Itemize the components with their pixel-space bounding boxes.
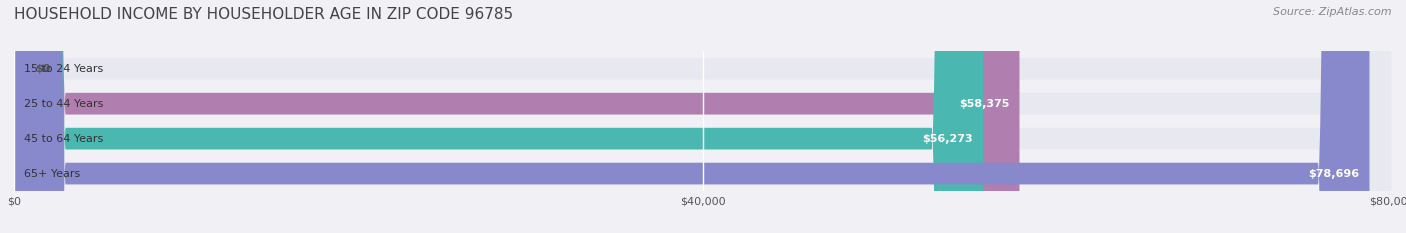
FancyBboxPatch shape <box>14 0 1392 233</box>
Text: 25 to 44 Years: 25 to 44 Years <box>24 99 104 109</box>
Text: $78,696: $78,696 <box>1308 169 1360 178</box>
Text: $56,273: $56,273 <box>922 134 973 144</box>
FancyBboxPatch shape <box>14 0 983 233</box>
Text: HOUSEHOLD INCOME BY HOUSEHOLDER AGE IN ZIP CODE 96785: HOUSEHOLD INCOME BY HOUSEHOLDER AGE IN Z… <box>14 7 513 22</box>
Text: 65+ Years: 65+ Years <box>24 169 80 178</box>
FancyBboxPatch shape <box>14 0 1392 233</box>
Text: 15 to 24 Years: 15 to 24 Years <box>24 64 104 74</box>
Text: $58,375: $58,375 <box>959 99 1010 109</box>
Text: $0: $0 <box>35 64 51 74</box>
FancyBboxPatch shape <box>14 0 1392 233</box>
Text: Source: ZipAtlas.com: Source: ZipAtlas.com <box>1274 7 1392 17</box>
FancyBboxPatch shape <box>14 0 1369 233</box>
FancyBboxPatch shape <box>14 0 1392 233</box>
FancyBboxPatch shape <box>14 0 1019 233</box>
Text: 45 to 64 Years: 45 to 64 Years <box>24 134 104 144</box>
